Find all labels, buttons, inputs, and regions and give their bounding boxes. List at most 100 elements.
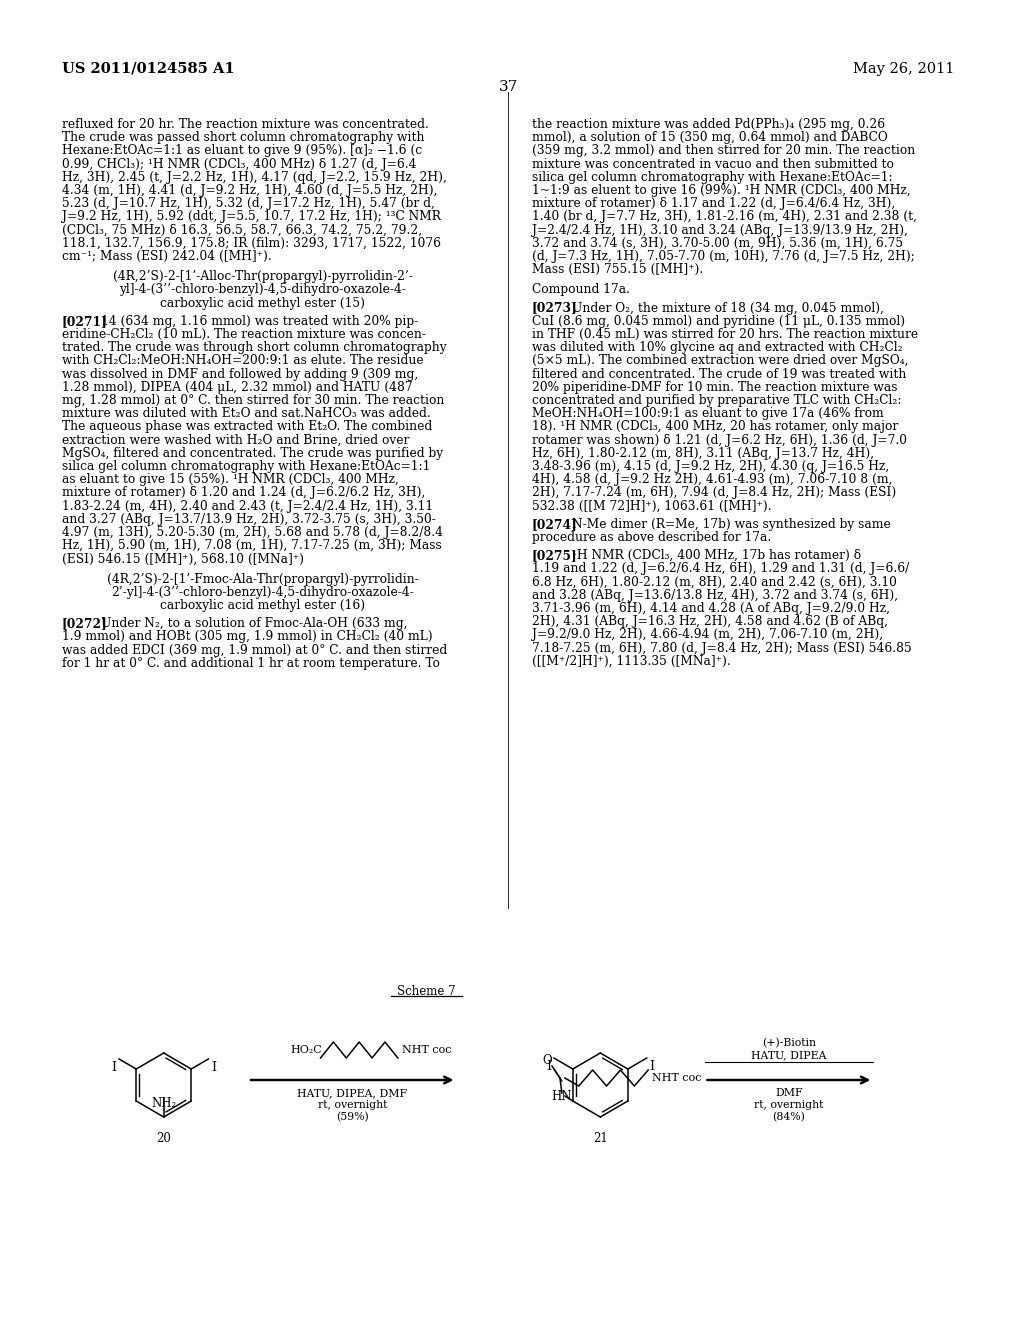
Text: [0272]: [0272] [61, 618, 108, 630]
Text: 7.18-7.25 (m, 6H), 7.80 (d, J=8.4 Hz, 2H); Mass (ESI) 546.85: 7.18-7.25 (m, 6H), 7.80 (d, J=8.4 Hz, 2H… [531, 642, 911, 655]
Text: 2H), 7.17-7.24 (m, 6H), 7.94 (d, J=8.4 Hz, 2H); Mass (ESI): 2H), 7.17-7.24 (m, 6H), 7.94 (d, J=8.4 H… [531, 486, 896, 499]
Text: HATU, DIPEA: HATU, DIPEA [751, 1049, 826, 1060]
Text: J=9.2 Hz, 1H), 5.92 (ddt, J=5.5, 10.7, 17.2 Hz, 1H); ¹³C NMR: J=9.2 Hz, 1H), 5.92 (ddt, J=5.5, 10.7, 1… [61, 210, 440, 223]
Text: May 26, 2011: May 26, 2011 [853, 62, 954, 77]
Text: ¹H NMR (CDCl₃, 400 MHz, 17b has rotamer) δ: ¹H NMR (CDCl₃, 400 MHz, 17b has rotamer)… [571, 549, 860, 562]
Text: mixture was concentrated in vacuo and then submitted to: mixture was concentrated in vacuo and th… [531, 157, 894, 170]
Text: Hz, 3H), 2.45 (t, J=2.2 Hz, 1H), 4.17 (qd, J=2.2, 15.9 Hz, 2H),: Hz, 3H), 2.45 (t, J=2.2 Hz, 1H), 4.17 (q… [61, 170, 446, 183]
Text: mmol), a solution of 15 (350 mg, 0.64 mmol) and DABCO: mmol), a solution of 15 (350 mg, 0.64 mm… [531, 131, 888, 144]
Text: 1~1:9 as eluent to give 16 (99%). ¹H NMR (CDCl₃, 400 MHz,: 1~1:9 as eluent to give 16 (99%). ¹H NMR… [531, 183, 910, 197]
Text: 0.99, CHCl₃); ¹H NMR (CDCl₃, 400 MHz) δ 1.27 (d, J=6.4: 0.99, CHCl₃); ¹H NMR (CDCl₃, 400 MHz) δ … [61, 157, 416, 170]
Text: concentrated and purified by preparative TLC with CH₂Cl₂:: concentrated and purified by preparative… [531, 393, 901, 407]
Text: and 3.27 (ABq, J=13.7/13.9 Hz, 2H), 3.72-3.75 (s, 3H), 3.50-: and 3.27 (ABq, J=13.7/13.9 Hz, 2H), 3.72… [61, 512, 435, 525]
Text: Under O₂, the mixture of 18 (34 mg, 0.045 mmol),: Under O₂, the mixture of 18 (34 mg, 0.04… [571, 301, 884, 314]
Text: eridine-CH₂Cl₂ (10 mL). The reaction mixture was concen-: eridine-CH₂Cl₂ (10 mL). The reaction mix… [61, 327, 426, 341]
Text: (84%): (84%) [772, 1111, 805, 1122]
Text: 4H), 4.58 (d, J=9.2 Hz 2H), 4.61-4.93 (m), 7.06-7.10 8 (m,: 4H), 4.58 (d, J=9.2 Hz 2H), 4.61-4.93 (m… [531, 473, 892, 486]
Text: MeOH:NH₄OH=100:9:1 as eluant to give 17a (46% from: MeOH:NH₄OH=100:9:1 as eluant to give 17a… [531, 407, 884, 420]
Text: filtered and concentrated. The crude of 19 was treated with: filtered and concentrated. The crude of … [531, 367, 906, 380]
Text: I: I [111, 1061, 116, 1074]
Text: 532.38 ([[M 72]H]⁺), 1063.61 ([MH]⁺).: 532.38 ([[M 72]H]⁺), 1063.61 ([MH]⁺). [531, 499, 771, 512]
Text: 20: 20 [157, 1133, 171, 1144]
Text: NHT coc: NHT coc [401, 1045, 452, 1055]
Text: 1.9 mmol) and HOBt (305 mg, 1.9 mmol) in CH₂Cl₂ (40 mL): 1.9 mmol) and HOBt (305 mg, 1.9 mmol) in… [61, 631, 432, 643]
Text: HN: HN [551, 1089, 571, 1102]
Text: 2’-yl]-4-(3’’-chloro-benzyl)-4,5-dihydro-oxazole-4-: 2’-yl]-4-(3’’-chloro-benzyl)-4,5-dihydro… [112, 586, 415, 599]
Text: J=9.2/9.0 Hz, 2H), 4.66-4.94 (m, 2H), 7.06-7.10 (m, 2H),: J=9.2/9.0 Hz, 2H), 4.66-4.94 (m, 2H), 7.… [531, 628, 883, 642]
Text: 3.71-3.96 (m, 6H), 4.14 and 4.28 (A of ABq, J=9.2/9.0 Hz,: 3.71-3.96 (m, 6H), 4.14 and 4.28 (A of A… [531, 602, 890, 615]
Text: mg, 1.28 mmol) at 0° C. then stirred for 30 min. The reaction: mg, 1.28 mmol) at 0° C. then stirred for… [61, 393, 443, 407]
Text: 6.8 Hz, 6H), 1.80-2.12 (m, 8H), 2.40 and 2.42 (s, 6H), 3.10: 6.8 Hz, 6H), 1.80-2.12 (m, 8H), 2.40 and… [531, 576, 897, 589]
Text: [0275]: [0275] [531, 549, 578, 562]
Text: as eluant to give 15 (55%). ¹H NMR (CDCl₃, 400 MHz,: as eluant to give 15 (55%). ¹H NMR (CDCl… [61, 473, 398, 486]
Text: was dissolved in DMF and followed by adding 9 (309 mg,: was dissolved in DMF and followed by add… [61, 367, 418, 380]
Text: (4R,2’S)-2-[1’-Alloc-Thr(propargyl)-pyrrolidin-2’-: (4R,2’S)-2-[1’-Alloc-Thr(propargyl)-pyrr… [113, 271, 413, 284]
Text: rt, overnight: rt, overnight [754, 1100, 823, 1110]
Text: Compound 17a.: Compound 17a. [531, 284, 630, 297]
Text: 2H), 4.31 (ABq, J=16.3 Hz, 2H), 4.58 and 4.62 (B of ABq,: 2H), 4.31 (ABq, J=16.3 Hz, 2H), 4.58 and… [531, 615, 888, 628]
Text: extraction were washed with H₂O and Brine, dried over: extraction were washed with H₂O and Brin… [61, 433, 409, 446]
Text: NH₂: NH₂ [152, 1097, 176, 1110]
Text: (59%): (59%) [336, 1111, 369, 1122]
Text: [0273]: [0273] [531, 301, 578, 314]
Text: HO₂C: HO₂C [291, 1045, 323, 1055]
Text: procedure as above described for 17a.: procedure as above described for 17a. [531, 531, 771, 544]
Text: I: I [546, 1060, 551, 1073]
Text: (d, J=7.3 Hz, 1H), 7.05-7.70 (m, 10H), 7.76 (d, J=7.5 Hz, 2H);: (d, J=7.3 Hz, 1H), 7.05-7.70 (m, 10H), 7… [531, 249, 914, 263]
Text: 3.48-3.96 (m), 4.15 (d, J=9.2 Hz, 2H), 4.30 (q, J=16.5 Hz,: 3.48-3.96 (m), 4.15 (d, J=9.2 Hz, 2H), 4… [531, 459, 889, 473]
Text: yl]-4-(3’’-chloro-benzyl)-4,5-dihydro-oxazole-4-: yl]-4-(3’’-chloro-benzyl)-4,5-dihydro-ox… [120, 284, 407, 297]
Text: trated. The crude was through short column chromatography: trated. The crude was through short colu… [61, 341, 446, 354]
Text: MgSO₄, filtered and concentrated. The crude was purified by: MgSO₄, filtered and concentrated. The cr… [61, 446, 442, 459]
Text: 1.83-2.24 (m, 4H), 2.40 and 2.43 (t, J=2.4/2.4 Hz, 1H), 3.11: 1.83-2.24 (m, 4H), 2.40 and 2.43 (t, J=2… [61, 499, 433, 512]
Text: US 2011/0124585 A1: US 2011/0124585 A1 [61, 62, 234, 77]
Text: Mass (ESI) 755.15 ([MH]⁺).: Mass (ESI) 755.15 ([MH]⁺). [531, 263, 703, 276]
Text: I: I [211, 1061, 216, 1074]
Text: and 3.28 (ABq, J=13.6/13.8 Hz, 4H), 3.72 and 3.74 (s, 6H),: and 3.28 (ABq, J=13.6/13.8 Hz, 4H), 3.72… [531, 589, 898, 602]
Text: in THF (0.45 mL) was stirred for 20 hrs. The reaction mixture: in THF (0.45 mL) was stirred for 20 hrs.… [531, 327, 918, 341]
Text: O: O [543, 1055, 552, 1068]
Text: was diluted with 10% glycine aq and extracted with CH₂Cl₂: was diluted with 10% glycine aq and extr… [531, 341, 902, 354]
Text: 118.1, 132.7, 156.9, 175.8; IR (film): 3293, 1717, 1522, 1076: 118.1, 132.7, 156.9, 175.8; IR (film): 3… [61, 236, 440, 249]
Text: Hz, 6H), 1.80-2.12 (m, 8H), 3.11 (ABq, J=13.7 Hz, 4H),: Hz, 6H), 1.80-2.12 (m, 8H), 3.11 (ABq, J… [531, 446, 873, 459]
Text: The aqueous phase was extracted with Et₂O. The combined: The aqueous phase was extracted with Et₂… [61, 420, 432, 433]
Text: [0274]: [0274] [531, 517, 578, 531]
Text: 4.97 (m, 13H), 5.20-5.30 (m, 2H), 5.68 and 5.78 (d, J=8.2/8.4: 4.97 (m, 13H), 5.20-5.30 (m, 2H), 5.68 a… [61, 525, 442, 539]
Text: rotamer was shown) δ 1.21 (d, J=6.2 Hz, 6H), 1.36 (d, J=7.0: rotamer was shown) δ 1.21 (d, J=6.2 Hz, … [531, 433, 907, 446]
Text: 18). ¹H NMR (CDCl₃, 400 MHz, 20 has rotamer, only major: 18). ¹H NMR (CDCl₃, 400 MHz, 20 has rota… [531, 420, 898, 433]
Text: Hexane:EtOAc=1:1 as eluant to give 9 (95%). [α]₂ −1.6 (c: Hexane:EtOAc=1:1 as eluant to give 9 (95… [61, 144, 422, 157]
Text: mixture of rotamer) δ 1.17 and 1.22 (d, J=6.4/6.4 Hz, 3H),: mixture of rotamer) δ 1.17 and 1.22 (d, … [531, 197, 895, 210]
Text: DMF: DMF [775, 1088, 803, 1098]
Text: ([[M⁺/2]H]⁺), 1113.35 ([MNa]⁺).: ([[M⁺/2]H]⁺), 1113.35 ([MNa]⁺). [531, 655, 730, 668]
Text: silica gel column chromatography with Hexane:EtOAc=1:1: silica gel column chromatography with He… [61, 459, 430, 473]
Text: 14 (634 mg, 1.16 mmol) was treated with 20% pip-: 14 (634 mg, 1.16 mmol) was treated with … [101, 314, 419, 327]
Text: rt, overnight: rt, overnight [317, 1100, 387, 1110]
Text: (4R,2’S)-2-[1’-Fmoc-Ala-Thr(propargyl)-pyrrolidin-: (4R,2’S)-2-[1’-Fmoc-Ala-Thr(propargyl)-p… [108, 573, 419, 586]
Text: (5×5 mL). The combined extraction were dried over MgSO₄,: (5×5 mL). The combined extraction were d… [531, 354, 908, 367]
Text: (359 mg, 3.2 mmol) and then stirred for 20 min. The reaction: (359 mg, 3.2 mmol) and then stirred for … [531, 144, 915, 157]
Text: the reaction mixture was added Pd(PPh₃)₄ (295 mg, 0.26: the reaction mixture was added Pd(PPh₃)₄… [531, 117, 885, 131]
Text: (CDCl₃, 75 MHz) δ 16.3, 56.5, 58.7, 66.3, 74.2, 75.2, 79.2,: (CDCl₃, 75 MHz) δ 16.3, 56.5, 58.7, 66.3… [61, 223, 422, 236]
Text: 37: 37 [499, 81, 518, 94]
Text: 4.34 (m, 1H), 4.41 (d, J=9.2 Hz, 1H), 4.60 (d, J=5.5 Hz, 2H),: 4.34 (m, 1H), 4.41 (d, J=9.2 Hz, 1H), 4.… [61, 183, 437, 197]
Text: cm⁻¹; Mass (ESI) 242.04 ([MH]⁺).: cm⁻¹; Mass (ESI) 242.04 ([MH]⁺). [61, 249, 271, 263]
Text: carboxylic acid methyl ester (15): carboxylic acid methyl ester (15) [161, 297, 366, 310]
Text: silica gel column chromatography with Hexane:EtOAc=1:: silica gel column chromatography with He… [531, 170, 893, 183]
Text: J=2.4/2.4 Hz, 1H), 3.10 and 3.24 (ABq, J=13.9/13.9 Hz, 2H),: J=2.4/2.4 Hz, 1H), 3.10 and 3.24 (ABq, J… [531, 223, 908, 236]
Text: 1.28 mmol), DIPEA (404 μL, 2.32 mmol) and HATU (487: 1.28 mmol), DIPEA (404 μL, 2.32 mmol) an… [61, 380, 412, 393]
Text: mixture of rotamer) δ 1.20 and 1.24 (d, J=6.2/6.2 Hz, 3H),: mixture of rotamer) δ 1.20 and 1.24 (d, … [61, 486, 425, 499]
Text: HATU, DIPEA, DMF: HATU, DIPEA, DMF [297, 1088, 408, 1098]
Text: (ESI) 546.15 ([MH]⁺), 568.10 ([MNa]⁺): (ESI) 546.15 ([MH]⁺), 568.10 ([MNa]⁺) [61, 552, 303, 565]
Text: Under N₂, to a solution of Fmoc-Ala-OH (633 mg,: Under N₂, to a solution of Fmoc-Ala-OH (… [101, 618, 408, 630]
Text: mixture was diluted with Et₂O and sat.NaHCO₃ was added.: mixture was diluted with Et₂O and sat.Na… [61, 407, 430, 420]
Text: [0271]: [0271] [61, 314, 108, 327]
Text: 1.40 (br d, J=7.7 Hz, 3H), 1.81-2.16 (m, 4H), 2.31 and 2.38 (t,: 1.40 (br d, J=7.7 Hz, 3H), 1.81-2.16 (m,… [531, 210, 916, 223]
Text: 1.19 and 1.22 (d, J=6.2/6.4 Hz, 6H), 1.29 and 1.31 (d, J=6.6/: 1.19 and 1.22 (d, J=6.2/6.4 Hz, 6H), 1.2… [531, 562, 909, 576]
Text: for 1 hr at 0° C. and additional 1 hr at room temperature. To: for 1 hr at 0° C. and additional 1 hr at… [61, 657, 439, 669]
Text: Hz, 1H), 5.90 (m, 1H), 7.08 (m, 1H), 7.17-7.25 (m, 3H); Mass: Hz, 1H), 5.90 (m, 1H), 7.08 (m, 1H), 7.1… [61, 539, 441, 552]
Text: Scheme 7: Scheme 7 [397, 985, 456, 998]
Text: with CH₂Cl₂:MeOH:NH₄OH=200:9:1 as elute. The residue: with CH₂Cl₂:MeOH:NH₄OH=200:9:1 as elute.… [61, 354, 423, 367]
Text: (+)-Biotin: (+)-Biotin [762, 1038, 816, 1048]
Text: carboxylic acid methyl ester (16): carboxylic acid methyl ester (16) [161, 599, 366, 612]
Text: The crude was passed short column chromatography with: The crude was passed short column chroma… [61, 131, 424, 144]
Text: NHT coc: NHT coc [652, 1073, 701, 1082]
